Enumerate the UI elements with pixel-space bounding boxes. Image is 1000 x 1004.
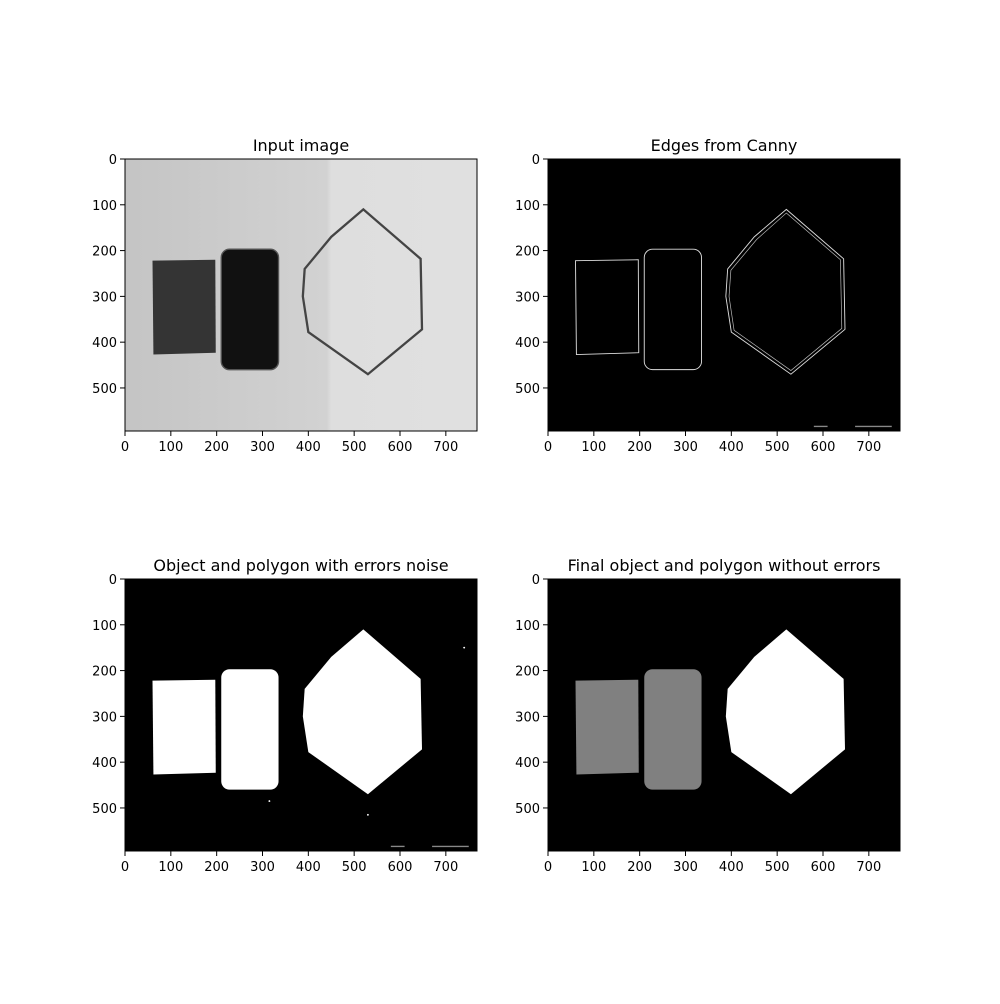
x-tick-label: 400 [296, 440, 321, 455]
y-tick-label: 0 [109, 153, 117, 168]
x-tick-label: 0 [121, 860, 129, 875]
chart-title: Edges from Canny [651, 136, 798, 155]
x-tick-label: 0 [121, 440, 129, 455]
x-tick-label: 300 [250, 860, 275, 875]
x-tick-label: 700 [433, 860, 458, 875]
y-tick-label: 300 [515, 710, 540, 725]
book-edge [575, 259, 640, 356]
x-tick-label: 100 [158, 860, 183, 875]
book [152, 259, 216, 355]
hexagon [301, 207, 424, 376]
y-tick-label: 0 [532, 153, 540, 168]
phone [220, 248, 280, 371]
y-tick-label: 300 [92, 710, 117, 725]
x-tick-label: 200 [627, 440, 652, 455]
y-tick-label: 100 [515, 199, 540, 214]
x-tick-label: 100 [158, 440, 183, 455]
chart-title: Final object and polygon without errors [568, 556, 881, 575]
y-tick-label: 500 [92, 802, 117, 817]
y-tick-label: 400 [92, 756, 117, 771]
y-tick-label: 0 [109, 573, 117, 588]
x-tick-label: 0 [544, 860, 552, 875]
hexagon-mask [725, 629, 845, 795]
axes-frame [124, 158, 478, 432]
axes-frame [124, 578, 478, 852]
x-tick-label: 0 [544, 440, 552, 455]
chart-title: Object and polygon with errors noise [153, 556, 448, 575]
x-tick-label: 400 [719, 860, 744, 875]
image [548, 579, 900, 851]
x-tick-label: 200 [204, 860, 229, 875]
hexagon-edge [725, 208, 846, 375]
x-tick-label: 700 [433, 440, 458, 455]
image [548, 159, 900, 431]
noise [367, 813, 369, 816]
y-tick-label: 500 [515, 802, 540, 817]
x-tick-label: 400 [296, 860, 321, 875]
chart-title: Input image [253, 136, 349, 155]
phone-mask [644, 669, 702, 790]
y-tick-label: 400 [92, 336, 117, 351]
hexagon-mask [302, 629, 422, 795]
x-tick-label: 100 [581, 440, 606, 455]
noise [268, 800, 271, 803]
y-tick-label: 300 [92, 290, 117, 305]
x-tick-label: 500 [765, 860, 790, 875]
x-tick-label: 100 [581, 860, 606, 875]
y-tick-label: 100 [92, 619, 117, 634]
axes-frame [547, 578, 901, 852]
x-tick-label: 300 [673, 860, 698, 875]
hexagon-edge-inner [728, 212, 843, 371]
x-tick-label: 600 [811, 860, 836, 875]
x-tick-label: 200 [627, 860, 652, 875]
y-tick-label: 100 [92, 199, 117, 214]
phone-edge [643, 248, 702, 371]
x-tick-label: 600 [388, 440, 413, 455]
image [125, 159, 477, 431]
x-tick-label: 600 [388, 860, 413, 875]
phone-mask [221, 669, 279, 790]
y-tick-label: 500 [92, 382, 117, 397]
y-tick-label: 400 [515, 336, 540, 351]
y-tick-label: 500 [515, 382, 540, 397]
y-tick-label: 200 [515, 245, 540, 260]
y-tick-label: 400 [515, 756, 540, 771]
y-tick-label: 200 [92, 245, 117, 260]
x-tick-label: 700 [856, 440, 881, 455]
book-mask [575, 679, 639, 775]
y-tick-label: 200 [515, 665, 540, 680]
x-tick-label: 600 [811, 440, 836, 455]
x-tick-label: 300 [673, 440, 698, 455]
axes-frame [547, 158, 901, 432]
x-tick-label: 500 [765, 440, 790, 455]
x-tick-label: 400 [719, 440, 744, 455]
image [125, 579, 477, 851]
x-tick-label: 500 [342, 860, 367, 875]
book-mask [152, 679, 216, 775]
x-tick-label: 200 [204, 440, 229, 455]
y-tick-label: 100 [515, 619, 540, 634]
noise [463, 646, 466, 649]
x-tick-label: 700 [856, 860, 881, 875]
y-tick-label: 200 [92, 665, 117, 680]
y-tick-label: 0 [532, 573, 540, 588]
x-tick-label: 300 [250, 440, 275, 455]
x-tick-label: 500 [342, 440, 367, 455]
y-tick-label: 300 [515, 290, 540, 305]
